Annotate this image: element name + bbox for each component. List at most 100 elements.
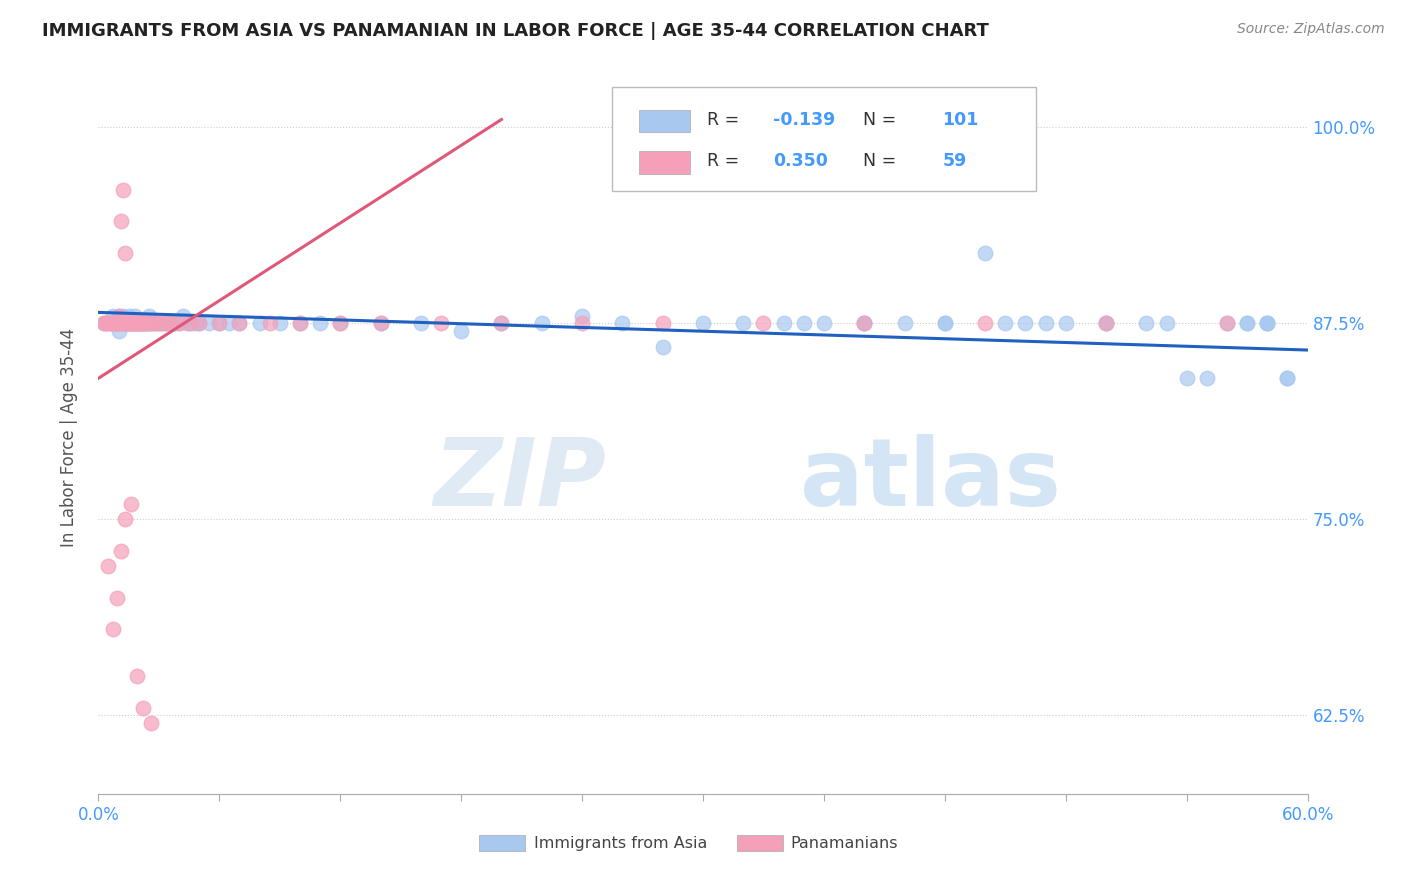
Point [111, 309, 134, 323]
Point [129, 317, 152, 331]
Text: ZIP: ZIP [433, 434, 606, 526]
Point [692, 317, 714, 331]
Point [148, 317, 170, 331]
Point [1035, 317, 1057, 331]
Point [114, 317, 136, 331]
Point [121, 317, 143, 331]
Point [118, 317, 141, 331]
Point [97, 559, 120, 574]
Point [1135, 317, 1157, 331]
Point [121, 317, 143, 331]
Point [1216, 317, 1239, 331]
Point [162, 317, 184, 331]
Point [139, 317, 162, 331]
Point [172, 309, 194, 323]
Point [208, 317, 231, 331]
Point [530, 317, 553, 331]
Point [101, 309, 124, 323]
Bar [479, 835, 526, 851]
Text: -0.139: -0.139 [773, 111, 835, 128]
Point [329, 317, 352, 331]
Point [370, 317, 392, 331]
Point [118, 317, 141, 331]
Point [125, 317, 148, 331]
Text: Panamanians: Panamanians [790, 836, 897, 851]
Point [100, 317, 122, 331]
Point [157, 317, 180, 331]
Point [1216, 317, 1239, 331]
Point [135, 317, 157, 331]
Point [1014, 317, 1036, 331]
Point [105, 591, 128, 605]
Point [208, 317, 231, 331]
Point [115, 317, 138, 331]
Point [129, 317, 152, 331]
Point [167, 317, 190, 331]
Text: R =: R = [707, 153, 744, 170]
Point [813, 317, 835, 331]
Point [1236, 317, 1258, 331]
Point [752, 317, 775, 331]
Point [269, 317, 291, 331]
Point [110, 214, 132, 228]
Point [120, 497, 142, 511]
Bar [638, 152, 690, 174]
Text: 101: 101 [942, 111, 979, 128]
Point [124, 317, 146, 331]
Point [100, 317, 122, 331]
Point [793, 317, 815, 331]
Point [97, 317, 120, 331]
Point [134, 317, 156, 331]
Text: 59: 59 [942, 153, 967, 170]
Point [105, 317, 128, 331]
Point [132, 700, 155, 714]
Point [772, 317, 794, 331]
Point [179, 317, 201, 331]
Point [228, 317, 250, 331]
Point [156, 317, 179, 331]
Y-axis label: In Labor Force | Age 35-44: In Labor Force | Age 35-44 [59, 327, 77, 547]
Point [138, 309, 160, 323]
Point [974, 317, 997, 331]
Point [1256, 317, 1278, 331]
Point [124, 309, 146, 323]
Point [152, 317, 174, 331]
Point [120, 317, 142, 331]
Point [132, 317, 155, 331]
Point [110, 317, 132, 331]
Point [118, 309, 141, 323]
Point [111, 317, 134, 331]
Point [101, 317, 124, 331]
Point [96, 317, 118, 331]
Point [143, 317, 166, 331]
Point [132, 317, 155, 331]
Text: IMMIGRANTS FROM ASIA VS PANAMANIAN IN LABOR FORCE | AGE 35-44 CORRELATION CHART: IMMIGRANTS FROM ASIA VS PANAMANIAN IN LA… [42, 22, 988, 40]
Point [128, 317, 150, 331]
FancyBboxPatch shape [613, 87, 1035, 191]
Point [124, 317, 146, 331]
Point [111, 317, 134, 331]
Point [111, 183, 134, 197]
Point [103, 317, 125, 331]
Point [893, 317, 915, 331]
Point [125, 317, 148, 331]
Point [934, 317, 956, 331]
Point [651, 317, 673, 331]
Point [143, 317, 166, 331]
Point [97, 317, 120, 331]
Point [110, 317, 132, 331]
Point [128, 317, 150, 331]
Point [571, 309, 593, 323]
Bar [638, 110, 690, 132]
Point [139, 317, 162, 331]
Point [409, 317, 432, 331]
Point [107, 309, 129, 323]
Point [142, 317, 165, 331]
Point [93, 317, 115, 331]
Point [974, 245, 997, 260]
Point [934, 317, 956, 331]
Point [218, 317, 240, 331]
Point [114, 512, 136, 526]
Point [138, 317, 160, 331]
Point [1277, 371, 1299, 385]
